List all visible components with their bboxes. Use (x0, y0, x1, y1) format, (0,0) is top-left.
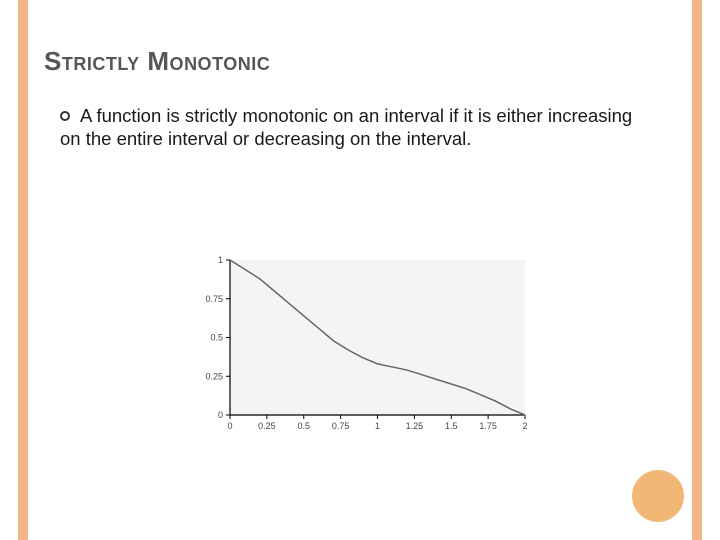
right-accent-bar (692, 0, 702, 540)
svg-text:1.25: 1.25 (406, 421, 424, 431)
svg-text:1.75: 1.75 (479, 421, 497, 431)
svg-text:0.5: 0.5 (210, 333, 223, 343)
svg-text:1: 1 (375, 421, 380, 431)
body-text: A function is strictly monotonic on an i… (60, 105, 632, 149)
svg-text:2: 2 (522, 421, 527, 431)
svg-text:0.25: 0.25 (205, 371, 223, 381)
svg-text:0.5: 0.5 (297, 421, 310, 431)
svg-text:0: 0 (218, 410, 223, 420)
body-paragraph: A function is strictly monotonic on an i… (60, 104, 650, 150)
monotonic-chart: 0 0.25 0.5 0.75 1 0 0.25 0.5 0.75 1 1.25 1.5 1.75 2 (185, 255, 535, 450)
svg-text:0.25: 0.25 (258, 421, 276, 431)
svg-text:1: 1 (218, 255, 223, 265)
chart-svg: 0 0.25 0.5 0.75 1 0 0.25 0.5 0.75 1 1.25 1.5 1.75 2 (185, 255, 535, 450)
corner-circle-decoration (632, 470, 684, 522)
svg-text:0.75: 0.75 (332, 421, 350, 431)
bullet-icon (60, 111, 70, 121)
svg-text:1.5: 1.5 (445, 421, 458, 431)
svg-text:0.75: 0.75 (205, 294, 223, 304)
slide-title: Strictly Monotonic (44, 46, 270, 77)
left-accent-bar (18, 0, 28, 540)
svg-text:0: 0 (227, 421, 232, 431)
